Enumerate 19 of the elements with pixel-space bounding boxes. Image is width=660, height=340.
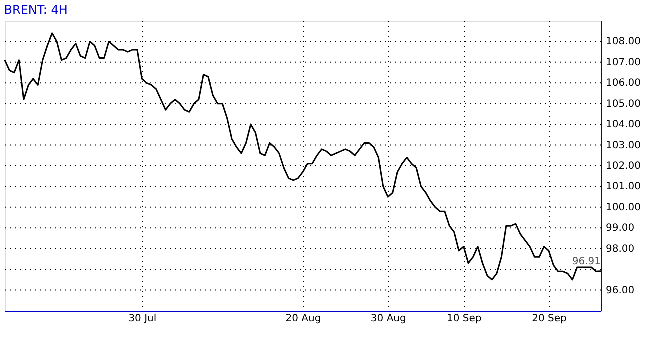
x-tick-label: 20 Sep — [532, 314, 567, 324]
y-tick-label: 100.00 — [606, 202, 641, 214]
x-tick-label: 30 Jul — [128, 314, 157, 324]
annotation: 96.91 — [572, 256, 601, 268]
y-tick-label: 105.00 — [606, 98, 641, 110]
x-tick-label: 10 Sep — [446, 314, 482, 324]
y-tick-label: 103.00 — [606, 140, 641, 152]
y-tick-label: 108.00 — [606, 36, 641, 48]
y-tick-label: 99.00 — [606, 223, 635, 234]
y-tick-label: 101.00 — [606, 182, 641, 193]
y-tick-label: 104.00 — [606, 120, 641, 131]
x-tick-label: 30 Aug — [370, 314, 406, 324]
y-tick-label: 106.00 — [606, 78, 641, 90]
y-tick-label: 96.00 — [606, 285, 635, 296]
chart-title: BRENT: 4H — [4, 3, 68, 17]
x-tick-label: 20 Aug — [286, 314, 322, 324]
y-tick-label: 107.00 — [606, 57, 641, 68]
y-tick-label: 98.00 — [606, 244, 635, 255]
y-tick-label: 102.00 — [606, 161, 641, 172]
